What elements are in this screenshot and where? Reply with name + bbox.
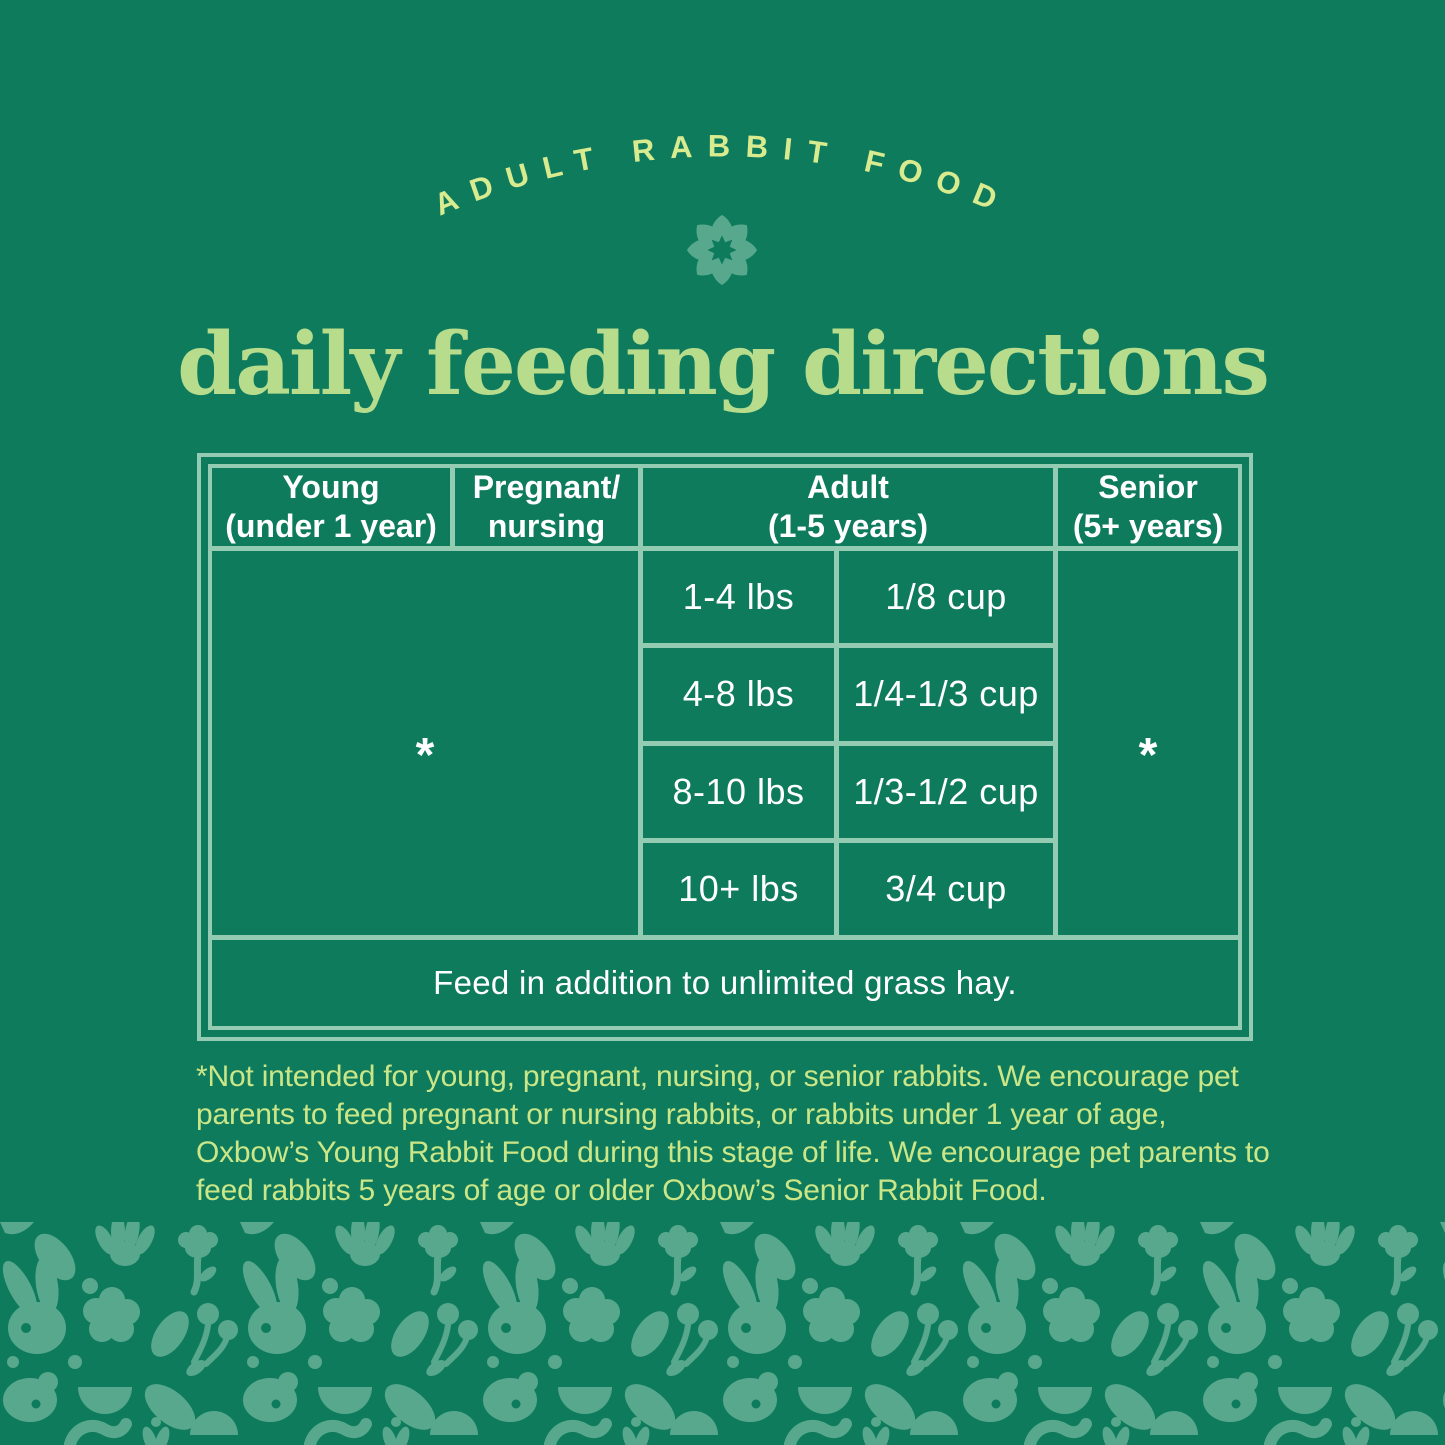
header-senior-line2: (5+ years) [1072, 508, 1224, 544]
weight-value: 1-4 lbs [682, 576, 795, 618]
header-pregnant-line1: Pregnant/ [472, 468, 621, 505]
amount-value: 1/3-1/2 cup [853, 770, 1039, 812]
header-adult-line2: (1-5 years) [767, 508, 929, 544]
asterisk: * [1138, 728, 1158, 782]
amount-value: 3/4 cup [885, 867, 1007, 909]
amount-value: 1/4-1/3 cup [853, 673, 1039, 715]
footnote-text: *Not intended for young, pregnant, nursi… [196, 1060, 1270, 1208]
adult-amount-row3: 1/3-1/2 cup [839, 745, 1053, 838]
flower-star-cutout [707, 235, 737, 265]
feeding-table-grid: Young (under 1 year) Pregnant/ nursing A… [208, 464, 1242, 1030]
weight-value: 4-8 lbs [682, 673, 795, 715]
header-senior-line1: Senior [1098, 468, 1198, 505]
feeding-table: Young (under 1 year) Pregnant/ nursing A… [197, 453, 1253, 1041]
page-title: daily feeding directions [177, 314, 1270, 415]
header-senior: Senior (5+ years) [1058, 468, 1238, 546]
adult-weight-row4: 10+ lbs [643, 842, 834, 935]
header-adult-line1: Adult [807, 468, 889, 505]
adult-weight-row3: 8-10 lbs [643, 745, 834, 838]
header-pregnant-nursing: Pregnant/ nursing [455, 468, 638, 546]
table-footer-note: Feed in addition to unlimited grass hay. [212, 940, 1238, 1026]
header-pregnant-line2: nursing [487, 508, 606, 544]
adult-weight-row2: 4-8 lbs [643, 648, 834, 741]
adult-amount-row2: 1/4-1/3 cup [839, 648, 1053, 741]
header-young: Young (under 1 year) [212, 468, 450, 546]
amount-value: 1/8 cup [885, 576, 1007, 618]
senior-asterisk-cell: * [1058, 551, 1238, 935]
flower-icon [686, 214, 758, 286]
header-young-line2: (under 1 year) [225, 508, 437, 544]
asterisk: * [415, 728, 435, 782]
weight-value: 8-10 lbs [672, 770, 805, 812]
adult-amount-row1: 1/8 cup [839, 551, 1053, 644]
footer-note-text: Feed in addition to unlimited grass hay. [433, 964, 1017, 1001]
weight-value: 10+ lbs [678, 867, 799, 909]
adult-amount-row4: 3/4 cup [839, 842, 1053, 935]
adult-weight-row1: 1-4 lbs [643, 551, 834, 644]
arch-product-name: ADULT RABBIT FOOD [429, 128, 1016, 222]
header-young-line1: Young [282, 468, 380, 505]
header-adult: Adult (1-5 years) [643, 468, 1053, 546]
flower-petals [686, 214, 758, 286]
young-pregnant-asterisk-cell: * [212, 551, 638, 935]
decorative-pattern-band [0, 1222, 1445, 1445]
arch-product-name-text: ADULT RABBIT FOOD [429, 128, 1016, 222]
